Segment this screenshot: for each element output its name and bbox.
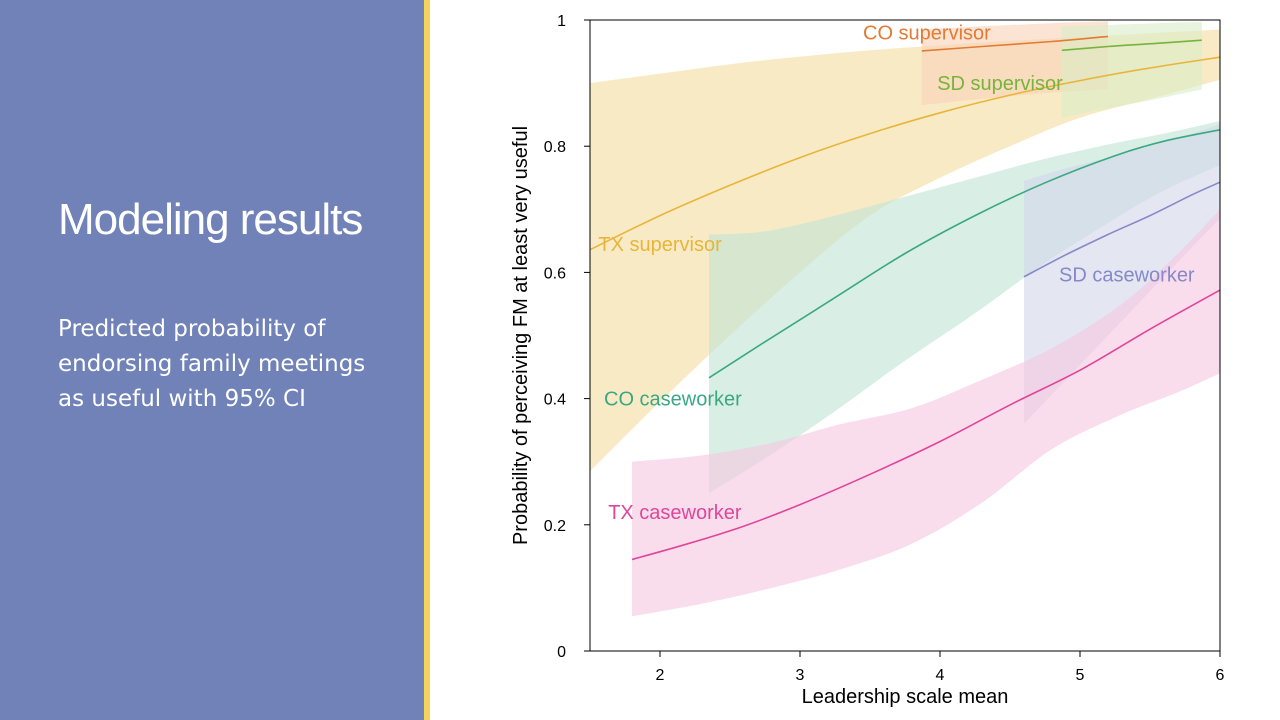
slide-title: Modeling results bbox=[58, 195, 363, 244]
y-axis-title: Probability of perceiving FM at least ve… bbox=[510, 126, 532, 545]
tx-supervisor-ci-band bbox=[590, 29, 1220, 472]
y-tick-label: 0.8 bbox=[544, 139, 566, 156]
x-tick-label: 4 bbox=[936, 667, 945, 684]
x-tick-label: 5 bbox=[1076, 667, 1085, 684]
tx-supervisor-line bbox=[589, 56, 1221, 251]
slide-subtitle: Predicted probability of endorsing famil… bbox=[58, 316, 366, 412]
co-caseworker-label: CO caseworker bbox=[604, 389, 742, 411]
sd-supervisor-line bbox=[1061, 39, 1202, 52]
y-tick-label: 1 bbox=[557, 13, 566, 30]
axis-ticks: 2 3 4 5 6 0 0.2 0.4 0.6 0.8 1 bbox=[544, 13, 1225, 684]
tx-caseworker-label: TX caseworker bbox=[608, 502, 742, 524]
co-supervisor-line bbox=[921, 35, 1109, 52]
co-supervisor-label: CO supervisor bbox=[863, 23, 991, 45]
y-tick-label: 0 bbox=[557, 644, 566, 661]
series-lines bbox=[589, 35, 1221, 561]
series-labels: TX supervisor CO caseworker SD caseworker T… bbox=[598, 23, 1195, 525]
sd-caseworker-label: SD caseworker bbox=[1059, 264, 1195, 286]
plot-frame bbox=[589, 19, 1221, 652]
y-tick-label: 0.6 bbox=[544, 265, 566, 282]
tx-caseworker-line bbox=[631, 289, 1221, 561]
confidence-bands bbox=[590, 21, 1220, 617]
x-axis-title: Leadership scale mean bbox=[802, 686, 1009, 708]
left-panel bbox=[0, 0, 424, 720]
sd-supervisor-label: SD supervisor bbox=[937, 73, 1063, 95]
probability-chart: 2 3 4 5 6 0 0.2 0.4 0.6 0.8 1 TX supervisor CO case… bbox=[510, 13, 1225, 708]
y-tick-label: 0.4 bbox=[544, 392, 566, 409]
sd-caseworker-line bbox=[1023, 181, 1221, 278]
x-tick-label: 6 bbox=[1216, 667, 1225, 684]
x-tick-label: 3 bbox=[796, 667, 805, 684]
co-caseworker-line bbox=[708, 129, 1221, 379]
tx-supervisor-label: TX supervisor bbox=[598, 234, 722, 256]
x-tick-label: 2 bbox=[656, 667, 665, 684]
sd-supervisor-ci-band bbox=[1061, 21, 1202, 118]
y-tick-label: 0.2 bbox=[544, 518, 566, 535]
tx-caseworker-ci-band bbox=[632, 209, 1220, 617]
accent-bar bbox=[424, 0, 430, 720]
